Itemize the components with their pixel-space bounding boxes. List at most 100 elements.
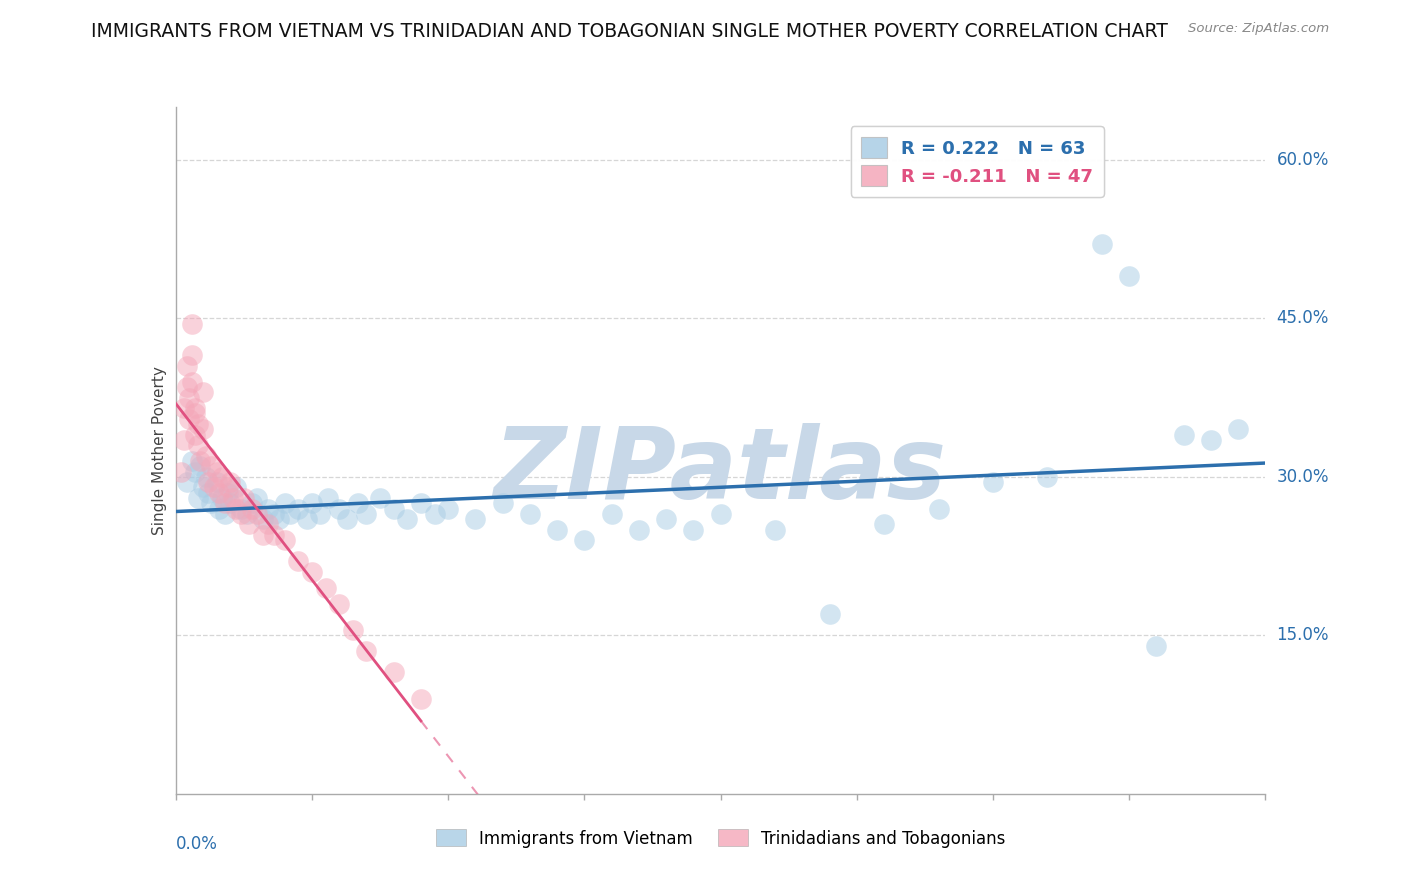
Text: Source: ZipAtlas.com: Source: ZipAtlas.com [1188, 22, 1329, 36]
Point [763, 523, 786, 537]
Point [396, 512, 419, 526]
Point [176, 475, 198, 490]
Point [200, 459, 222, 474]
Point [217, 485, 239, 500]
Point [710, 507, 733, 521]
Point [301, 565, 323, 579]
Legend: R = 0.222   N = 63, R = -0.211   N = 47: R = 0.222 N = 63, R = -0.211 N = 47 [851, 127, 1104, 197]
Point [214, 507, 236, 521]
Point [184, 401, 207, 416]
Point [342, 623, 364, 637]
Text: 30.0%: 30.0% [1277, 468, 1329, 486]
Point [179, 411, 201, 425]
Point [170, 465, 193, 479]
Point [356, 507, 378, 521]
Point [205, 465, 228, 479]
Point [818, 607, 841, 622]
Point [176, 380, 198, 394]
Point [186, 491, 209, 505]
Point [1036, 470, 1059, 484]
Point [437, 501, 460, 516]
Point [600, 507, 623, 521]
Text: 15.0%: 15.0% [1277, 626, 1329, 644]
Point [257, 517, 280, 532]
Point [368, 491, 391, 505]
Point [246, 507, 269, 521]
Point [225, 501, 247, 516]
Point [211, 470, 233, 484]
Point [191, 480, 214, 494]
Point [546, 523, 568, 537]
Point [655, 512, 678, 526]
Point [194, 449, 217, 463]
Point [188, 454, 211, 468]
Point [232, 491, 254, 505]
Point [269, 512, 291, 526]
Point [231, 501, 253, 516]
Point [181, 454, 204, 468]
Point [214, 496, 236, 510]
Point [492, 496, 515, 510]
Text: 45.0%: 45.0% [1277, 310, 1329, 327]
Point [217, 480, 239, 494]
Point [423, 507, 446, 521]
Point [356, 644, 378, 658]
Point [173, 433, 195, 447]
Point [274, 533, 297, 548]
Point [315, 581, 337, 595]
Point [231, 507, 253, 521]
Point [246, 491, 269, 505]
Text: 0.0%: 0.0% [176, 835, 218, 853]
Point [928, 501, 950, 516]
Point [409, 691, 432, 706]
Point [627, 523, 650, 537]
Point [252, 528, 274, 542]
Point [1199, 433, 1222, 447]
Point [263, 507, 285, 521]
Point [184, 407, 207, 421]
Point [274, 496, 297, 510]
Point [186, 417, 209, 431]
Point [574, 533, 596, 548]
Point [219, 475, 242, 490]
Point [188, 459, 211, 474]
Point [240, 501, 263, 516]
Text: ZIPatlas: ZIPatlas [494, 423, 948, 519]
Point [328, 597, 350, 611]
Point [208, 485, 231, 500]
Point [278, 507, 301, 521]
Point [519, 507, 541, 521]
Point [382, 665, 405, 680]
Point [409, 496, 432, 510]
Point [235, 507, 257, 521]
Point [197, 475, 219, 490]
Text: 60.0%: 60.0% [1277, 151, 1329, 169]
Y-axis label: Single Mother Poverty: Single Mother Poverty [152, 366, 167, 535]
Point [252, 512, 274, 526]
Point [197, 485, 219, 500]
Point [318, 491, 340, 505]
Point [179, 391, 201, 405]
Point [225, 480, 247, 494]
Point [176, 359, 198, 373]
Point [1118, 269, 1140, 284]
Point [1091, 237, 1114, 252]
Point [205, 475, 228, 490]
Point [173, 401, 195, 416]
Point [200, 496, 222, 510]
Point [873, 517, 896, 532]
Point [240, 496, 263, 510]
Point [191, 385, 214, 400]
Point [328, 501, 350, 516]
Point [184, 427, 207, 442]
Text: IMMIGRANTS FROM VIETNAM VS TRINIDADIAN AND TOBAGONIAN SINGLE MOTHER POVERTY CORR: IMMIGRANTS FROM VIETNAM VS TRINIDADIAN A… [91, 22, 1168, 41]
Point [309, 507, 332, 521]
Point [186, 438, 209, 452]
Point [1173, 427, 1195, 442]
Point [219, 496, 242, 510]
Point [382, 501, 405, 516]
Point [181, 317, 204, 331]
Point [263, 528, 285, 542]
Point [184, 465, 207, 479]
Point [257, 501, 280, 516]
